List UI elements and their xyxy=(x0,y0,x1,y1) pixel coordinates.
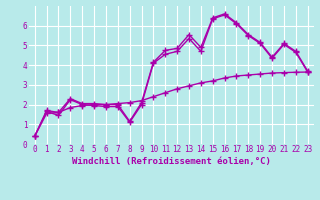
X-axis label: Windchill (Refroidissement éolien,°C): Windchill (Refroidissement éolien,°C) xyxy=(72,157,271,166)
